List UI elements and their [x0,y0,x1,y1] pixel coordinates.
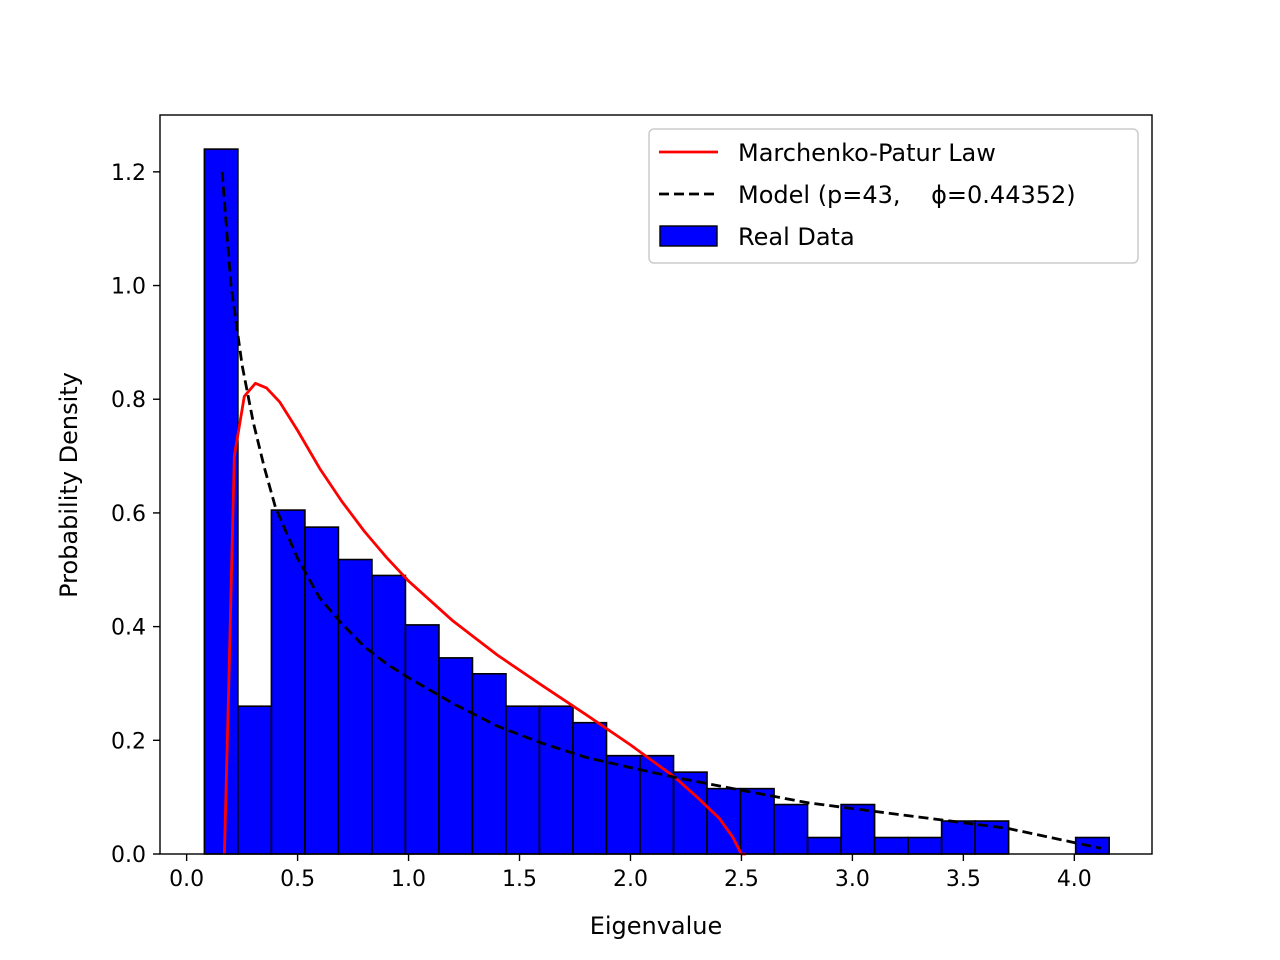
histogram-bar [304,526,340,855]
x-tick-label: 1.5 [502,867,537,892]
x-axis-ticks: 0.0 0.5 1.0 1.5 2.0 2.5 3.0 3.5 4.0 [169,854,1092,892]
x-tick-label: 2.5 [724,867,759,892]
histogram-bar [538,705,574,855]
histogram-bar [237,705,273,855]
y-tick-label: 1.0 [111,275,146,300]
x-tick-label: 1.0 [391,867,426,892]
y-tick-label: 0.4 [111,616,146,641]
curve-lines [220,171,1102,856]
y-tick-label: 0.2 [111,729,146,754]
x-tick-label: 4.0 [1057,867,1092,892]
model-dashed-line [220,171,1102,850]
histogram-bar [438,657,474,855]
legend-bar-swatch [659,225,718,247]
histogram-bar [1074,836,1110,855]
histogram-bar [270,509,306,855]
x-tick-label: 0.5 [280,867,315,892]
y-tick-label: 0.8 [111,388,146,413]
legend: Marchenko-Patur Law Model (p=43, ϕ=0.443… [648,128,1139,264]
histogram-bar [940,820,976,855]
x-axis-label: Eigenvalue [590,912,723,940]
histogram-bar [739,787,775,855]
x-tick-label: 3.0 [835,867,870,892]
x-tick-label: 3.5 [946,867,981,892]
histogram-bars [203,148,1110,855]
y-tick-label: 0.6 [111,502,146,527]
histogram-bar [672,771,708,855]
y-tick-label: 0.0 [111,843,146,868]
legend-frame [648,128,1139,264]
legend-label-real-data: Real Data [738,223,855,251]
histogram-bar [471,672,507,855]
histogram-bar [773,803,809,855]
x-tick-label: 2.0 [613,867,648,892]
y-axis-label: Probability Density [55,372,83,598]
x-tick-label: 0.0 [169,867,204,892]
histogram-bar [404,624,440,855]
legend-label-marchenko: Marchenko-Patur Law [738,139,996,167]
histogram-bar [572,721,608,855]
histogram-bar [873,836,909,855]
histogram-bar [806,836,842,855]
histogram-bar [605,754,641,855]
histogram-bar [840,803,876,855]
histogram-bar [337,558,373,855]
histogram-bar [371,574,407,855]
plot-frame [159,114,1153,855]
legend-label-model: Model (p=43, ϕ=0.44352) [738,181,1076,209]
marchenko-pastur-line [223,381,746,856]
histogram-bar [907,836,943,855]
histogram-bar [505,705,541,855]
y-axis-ticks: 0.0 0.2 0.4 0.6 0.8 1.0 1.2 [111,161,160,868]
y-tick-label: 1.2 [111,161,146,186]
